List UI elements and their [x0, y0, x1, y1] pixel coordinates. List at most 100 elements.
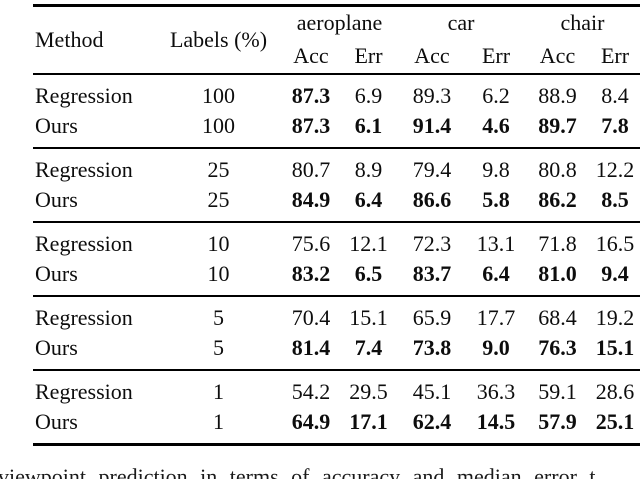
value-cell: 7.4 — [354, 334, 383, 360]
table-row: Regression 5 70.4 15.1 65.9 17.7 68.4 19.2 — [33, 296, 640, 333]
value-cell: 12.2 — [595, 156, 635, 182]
value-cell: 17.1 — [349, 408, 388, 434]
method-cell: Ours — [35, 186, 78, 212]
value-cell: 36.3 — [476, 378, 516, 404]
value-cell: 15.1 — [349, 304, 388, 330]
value-cell: 70.4 — [291, 304, 331, 330]
table-row: Regression 100 87.3 6.9 89.3 6.2 88.9 8.4 — [33, 74, 640, 111]
table-block-4: Regression 5 70.4 15.1 65.9 17.7 68.4 19.2 Ours 5… — [33, 295, 640, 370]
header-method: Method — [35, 26, 104, 52]
value-cell: 16.5 — [595, 230, 635, 256]
method-cell: Regression — [35, 230, 133, 256]
value-cell: 8.5 — [601, 186, 629, 212]
labels-cell: 5 — [213, 304, 224, 330]
value-cell: 80.7 — [291, 156, 331, 182]
header-group-car: car — [447, 10, 475, 36]
value-cell: 81.0 — [538, 260, 577, 286]
value-cell: 88.9 — [538, 82, 577, 108]
value-cell: 28.6 — [595, 378, 635, 404]
value-cell: 9.0 — [482, 334, 510, 360]
value-cell: 89.3 — [412, 82, 452, 108]
value-cell: 89.7 — [538, 112, 577, 138]
header-car-acc: Acc — [414, 43, 450, 68]
method-cell: Ours — [35, 334, 78, 360]
header-aeroplane-err: Err — [354, 43, 383, 68]
value-cell: 84.9 — [291, 186, 331, 212]
header-labels: Labels (%) — [169, 26, 268, 52]
value-cell: 87.3 — [291, 112, 331, 138]
value-cell: 9.4 — [601, 260, 629, 286]
value-cell: 62.4 — [412, 408, 452, 434]
value-cell: 9.8 — [482, 156, 510, 182]
method-cell: Ours — [35, 408, 78, 434]
value-cell: 72.3 — [412, 230, 452, 256]
value-cell: 87.3 — [291, 82, 331, 108]
value-cell: 6.2 — [482, 82, 510, 108]
table-block-1: Regression 100 87.3 6.9 89.3 6.2 88.9 8.4 Ours 10… — [33, 74, 640, 148]
labels-cell: 25 — [207, 186, 230, 212]
labels-cell: 10 — [207, 230, 230, 256]
value-cell: 71.8 — [538, 230, 577, 256]
value-cell: 29.5 — [349, 378, 388, 404]
method-cell: Regression — [35, 156, 133, 182]
value-cell: 83.7 — [412, 260, 452, 286]
table-row: Ours 25 84.9 6.4 86.6 5.8 86.2 8.5 — [33, 185, 640, 222]
header-group-row: Method Labels (%) aeroplane car chair — [33, 6, 640, 52]
table-row: Ours 10 83.2 6.5 83.7 6.4 81.0 9.4 — [33, 259, 640, 296]
header-chair-acc: Acc — [539, 43, 576, 68]
value-cell: 6.4 — [482, 260, 510, 286]
value-cell: 54.2 — [291, 378, 331, 404]
value-cell: 81.4 — [291, 334, 331, 360]
value-cell: 68.4 — [538, 304, 577, 330]
table-block-3: Regression 10 75.6 12.1 72.3 13.1 71.8 16.5 Ours… — [33, 221, 640, 296]
method-cell: Regression — [35, 82, 133, 108]
header-aeroplane-acc: Acc — [293, 43, 329, 68]
table-row: Regression 1 54.2 29.5 45.1 36.3 59.1 28.6 — [33, 370, 640, 407]
table-block-5: Regression 1 54.2 29.5 45.1 36.3 59.1 28.6 Ours 1… — [33, 369, 640, 445]
table-row: Regression 25 80.7 8.9 79.4 9.8 80.8 12.2 — [33, 148, 640, 185]
value-cell: 25.1 — [595, 408, 635, 434]
value-cell: 6.1 — [354, 112, 383, 138]
header-group-aeroplane: aeroplane — [296, 10, 383, 36]
labels-cell: 10 — [207, 260, 230, 286]
value-cell: 12.1 — [349, 230, 388, 256]
table-header: Method Labels (%) aeroplane car chair Acc Err A… — [33, 6, 640, 74]
labels-cell: 5 — [213, 334, 224, 360]
table-block-2: Regression 25 80.7 8.9 79.4 9.8 80.8 12.2 Ours 25… — [33, 147, 640, 222]
value-cell: 86.2 — [538, 186, 577, 212]
value-cell: 76.3 — [538, 334, 577, 360]
value-cell: 4.6 — [482, 112, 510, 138]
header-car-err: Err — [481, 43, 511, 68]
value-cell: 65.9 — [412, 304, 452, 330]
value-cell: 5.8 — [482, 186, 510, 212]
method-cell: Regression — [35, 304, 133, 330]
labels-cell: 100 — [202, 112, 235, 138]
method-cell: Regression — [35, 378, 133, 404]
value-cell: 75.6 — [291, 230, 331, 256]
labels-cell: 100 — [202, 82, 235, 108]
value-cell: 13.1 — [476, 230, 516, 256]
header-group-chair: chair — [560, 10, 605, 36]
table-row: Regression 10 75.6 12.1 72.3 13.1 71.8 16.5 — [33, 222, 640, 259]
header-sub-row: Acc Err Acc Err Acc Err — [33, 40, 640, 74]
caption-fragment: viewpoint prediction in terms of accurac… — [0, 464, 596, 479]
value-cell: 8.9 — [354, 156, 383, 182]
value-cell: 6.4 — [354, 186, 383, 212]
value-cell: 64.9 — [291, 408, 331, 434]
value-cell: 80.8 — [538, 156, 577, 182]
table-row: Ours 100 87.3 6.1 91.4 4.6 89.7 7.8 — [33, 111, 640, 148]
results-table: Method Labels (%) aeroplane car chair Acc Err A… — [33, 4, 640, 446]
value-cell: 17.7 — [476, 304, 516, 330]
method-cell: Ours — [35, 260, 78, 286]
value-cell: 86.6 — [412, 186, 452, 212]
labels-cell: 25 — [207, 156, 230, 182]
value-cell: 79.4 — [412, 156, 452, 182]
value-cell: 6.5 — [354, 260, 383, 286]
labels-cell: 1 — [213, 378, 224, 404]
value-cell: 83.2 — [291, 260, 331, 286]
header-chair-err: Err — [600, 43, 630, 68]
method-cell: Ours — [35, 112, 78, 138]
value-cell: 8.4 — [601, 82, 629, 108]
labels-cell: 1 — [213, 408, 224, 434]
value-cell: 59.1 — [538, 378, 577, 404]
